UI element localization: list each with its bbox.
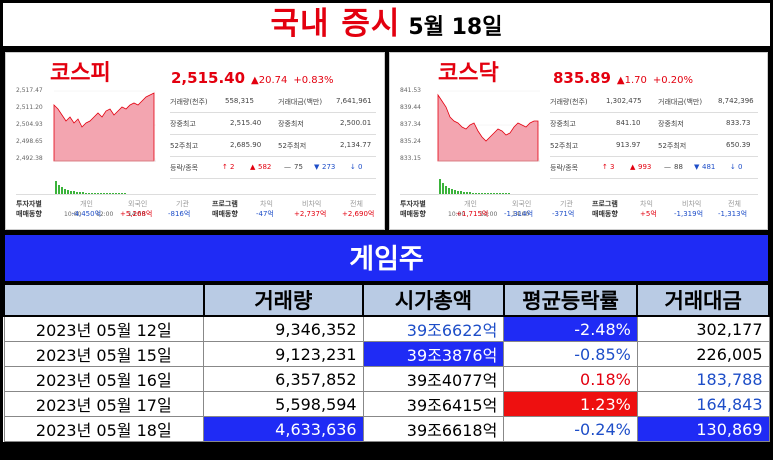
row-trading-value: 183,788 (636, 366, 770, 392)
row-volume: 4,633,636 (203, 416, 364, 442)
kosdaq-ytick: 839.44 (400, 104, 421, 111)
kospi-flows: 투자자별 매매동향 개인 -4,450억 외국인 +5,268억 기관 -816… (16, 194, 376, 224)
table-row: 2023년 05월 17일 5,598,594 39조6415억 1.23% 1… (3, 391, 770, 417)
up-limit-icon: ↑ (602, 163, 608, 171)
kosdaq-value: 835.89 (553, 69, 611, 87)
up-limit-icon: ↑ (222, 163, 228, 171)
row-avg-change: 0.18% (503, 366, 638, 392)
unit-market-cap: 단위 : 원 (411, 444, 456, 459)
down-limit-icon: ↓ (730, 163, 736, 171)
kospi-ytick: 2,504.93 (16, 121, 43, 128)
table-row: 2023년 05월 12일 9,346,352 39조6622억 -2.48% … (3, 315, 770, 342)
flat-icon: — (284, 163, 291, 171)
col-header-trading-value: 거래대금 (636, 283, 770, 317)
kospi-ytick: 2,511.20 (16, 104, 43, 111)
row-avg-change: -0.24% (503, 416, 638, 442)
kospi-ytick: 2,517.47 (16, 87, 43, 94)
kosdaq-area-chart (437, 90, 540, 195)
row-market-cap: 39조6415억 (362, 391, 505, 417)
row-date: 2023년 05월 16일 (3, 366, 205, 392)
kospi-value: 2,515.40 (171, 69, 246, 87)
row-trading-value: 226,005 (636, 341, 770, 367)
kosdaq-flows: 투자자별 매매동향 개인 +1,715억 외국인 -1,314억 기관 -371… (400, 194, 758, 224)
page-date: 5월 18일 (408, 15, 503, 40)
kosdaq-ytick: 841.53 (400, 87, 421, 94)
page-title: 국내 증시 (270, 6, 401, 42)
row-trading-value: 302,177 (636, 315, 770, 342)
kospi-panel: 코스피 2,515.40 ▲20.74 +0.83% 2,517.47 2,511.… (5, 52, 385, 230)
row-volume: 9,123,231 (203, 341, 364, 367)
kospi-ytick: 2,492.38 (16, 155, 43, 162)
unit-volume: 단위 : 주 (298, 444, 344, 459)
up-icon: ▲ (630, 163, 636, 171)
col-header-market-cap: 시가총액 (362, 283, 505, 317)
table-header-row: 거래량 시가총액 평균등락률 거래대금 (3, 283, 770, 317)
row-volume: 6,357,852 (203, 366, 364, 392)
table-row: 2023년 05월 15일 9,123,231 39조3876억 -0.85% … (3, 341, 770, 367)
col-header-avg-change: 평균등락률 (502, 283, 639, 317)
row-avg-change: -0.85% (503, 341, 638, 367)
stats-row: 52주최고 913.97 52주최저 650.39 (550, 135, 758, 157)
row-volume: 5,598,594 (203, 391, 364, 417)
units-row: 단위 : 주 단위 : 원 단위 : 백만원 (4, 442, 769, 460)
kosdaq-xtick: 12:00 (480, 211, 498, 218)
unit-trading-value: 단위 : 백만원 (669, 444, 737, 459)
down-icon: ▼ (694, 163, 700, 171)
kospi-name: 코스피 (50, 61, 111, 86)
game-stocks-section: 게임주 거래량 시가총액 평균등락률 거래대금 2023년 05월 12일 9,… (3, 233, 770, 458)
kosdaq-name: 코스닥 (438, 61, 499, 86)
row-date: 2023년 05월 18일 (3, 416, 205, 442)
game-stocks-title: 게임주 (3, 233, 770, 283)
row-date: 2023년 05월 17일 (3, 391, 205, 417)
kosdaq-ytick: 837.34 (400, 121, 421, 128)
stats-row: 52주최고 2,685.90 52주최저 2,134.77 (170, 135, 376, 157)
kospi-xtick: 10:00 (64, 211, 82, 218)
kosdaq-change: ▲1.70 (616, 75, 647, 86)
col-header-volume: 거래량 (202, 283, 365, 317)
table-row: 2023년 05월 16일 6,357,852 39조4077억 0.18% 1… (3, 366, 770, 392)
row-avg-change: 1.23% (503, 391, 638, 417)
kosdaq-breadth: 등락/종목 ↑ 3 ▲ 993 — 88 ▼ 481 ↓ 0 (550, 157, 758, 179)
kospi-change: ▲20.74 (251, 75, 288, 86)
flat-icon: — (664, 163, 671, 171)
page-header: 국내 증시 5월 18일 (3, 3, 770, 46)
down-limit-icon: ↓ (350, 163, 356, 171)
col-header-date (3, 283, 205, 317)
kospi-price: 2,515.40 ▲20.74 +0.83% (171, 69, 334, 87)
kosdaq-ytick: 835.24 (400, 138, 421, 145)
row-date: 2023년 05월 15일 (3, 341, 205, 367)
kosdaq-panel: 코스닥 835.89 ▲1.70 +0.20% 841.53 839.44 837.… (389, 52, 768, 230)
up-icon: ▲ (250, 163, 256, 171)
kosdaq-price: 835.89 ▲1.70 +0.20% (553, 69, 693, 87)
kospi-ytick: 2,498.65 (16, 138, 43, 145)
stats-row: 장중최고 841.10 장중최저 833.73 (550, 113, 758, 135)
row-market-cap: 39조6618억 (362, 416, 505, 442)
kosdaq-xtick: 10:00 (448, 211, 466, 218)
row-market-cap: 39조6622억 (362, 315, 505, 342)
row-market-cap: 39조3876억 (362, 341, 505, 367)
row-trading-value: 130,869 (636, 416, 770, 442)
kosdaq-ytick: 833.15 (400, 155, 421, 162)
kospi-pct: +0.83% (293, 75, 334, 86)
kosdaq-xtick: 14:00 (512, 211, 530, 218)
down-icon: ▼ (314, 163, 320, 171)
table-row: 2023년 05월 18일 4,633,636 39조6618억 -0.24% … (3, 416, 770, 442)
row-date: 2023년 05월 12일 (3, 315, 205, 342)
kospi-area-chart (53, 90, 156, 195)
row-avg-change: -2.48% (503, 315, 638, 342)
kospi-xtick: 14:00 (128, 211, 146, 218)
kosdaq-pct: +0.20% (652, 75, 694, 86)
kospi-breadth: 등락/종목 ↑ 2 ▲ 582 — 75 ▼ 273 ↓ 0 (170, 157, 376, 179)
stats-row: 거래량(천주) 558,315 거래대금(백만) 7,641,961 (170, 91, 376, 113)
stats-row: 장중최고 2,515.40 장중최저 2,500.01 (170, 113, 376, 135)
row-market-cap: 39조4077억 (362, 366, 505, 392)
row-trading-value: 164,843 (636, 391, 770, 417)
stats-row: 거래량(천주) 1,302,475 거래대금(백만) 8,742,396 (550, 91, 758, 113)
game-stocks-table: 거래량 시가총액 평균등락률 거래대금 2023년 05월 12일 9,346,… (3, 283, 770, 460)
kospi-xtick: 12:00 (96, 211, 114, 218)
row-volume: 9,346,352 (203, 315, 364, 342)
